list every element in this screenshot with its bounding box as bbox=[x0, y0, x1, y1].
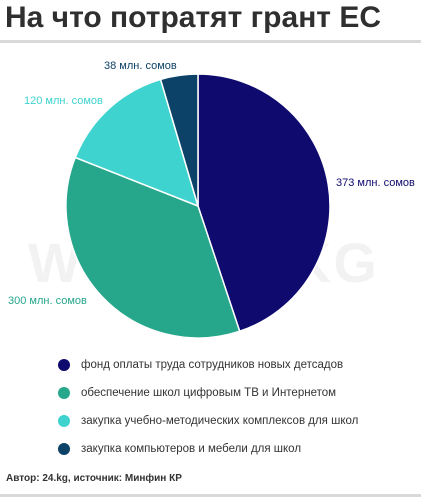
pie-slice[interactable] bbox=[197, 73, 331, 333]
pie-data-label: 373 млн. сомов bbox=[336, 177, 415, 189]
title-divider bbox=[0, 40, 421, 43]
chart-title: На что потратят грант ЕС bbox=[5, 1, 382, 34]
legend-swatch-icon bbox=[58, 415, 70, 427]
pie-slices bbox=[65, 73, 331, 339]
pie-data-label: 300 млн. сомов bbox=[8, 295, 87, 307]
legend-item[interactable]: обеспечение школ цифровым ТВ и Интернето… bbox=[58, 380, 358, 406]
legend-label: фонд оплаты труда сотрудников новых детс… bbox=[81, 359, 344, 371]
legend-label: закупка компьютеров и мебели для школ bbox=[81, 443, 302, 455]
legend-swatch-icon bbox=[58, 387, 70, 399]
legend-label: закупка учебно-методических комплексов д… bbox=[81, 415, 359, 427]
pie-data-label: 120 млн. сомов bbox=[24, 95, 103, 107]
legend-swatch-icon bbox=[58, 359, 70, 371]
legend-item[interactable]: фонд оплаты труда сотрудников новых детс… bbox=[58, 352, 358, 378]
source-footer: Автор: 24.kg, источник: Минфин КР bbox=[6, 473, 182, 484]
pie-data-label: 38 млн. сомов bbox=[104, 60, 177, 72]
legend: фонд оплаты труда сотрудников новых детс… bbox=[58, 352, 358, 464]
footer-divider bbox=[0, 494, 421, 497]
pie-slice[interactable] bbox=[74, 78, 200, 208]
legend-swatch-icon bbox=[58, 443, 70, 455]
legend-item[interactable]: закупка компьютеров и мебели для школ bbox=[58, 436, 358, 462]
pie-slice[interactable] bbox=[65, 156, 241, 339]
legend-item[interactable]: закупка учебно-методических комплексов д… bbox=[58, 408, 358, 434]
pie-slice[interactable] bbox=[159, 73, 199, 207]
pie-data-labels: 373 млн. сомов 300 млн. сомов 120 млн. сом… bbox=[8, 60, 415, 307]
legend-label: обеспечение школ цифровым ТВ и Интернето… bbox=[81, 387, 337, 399]
